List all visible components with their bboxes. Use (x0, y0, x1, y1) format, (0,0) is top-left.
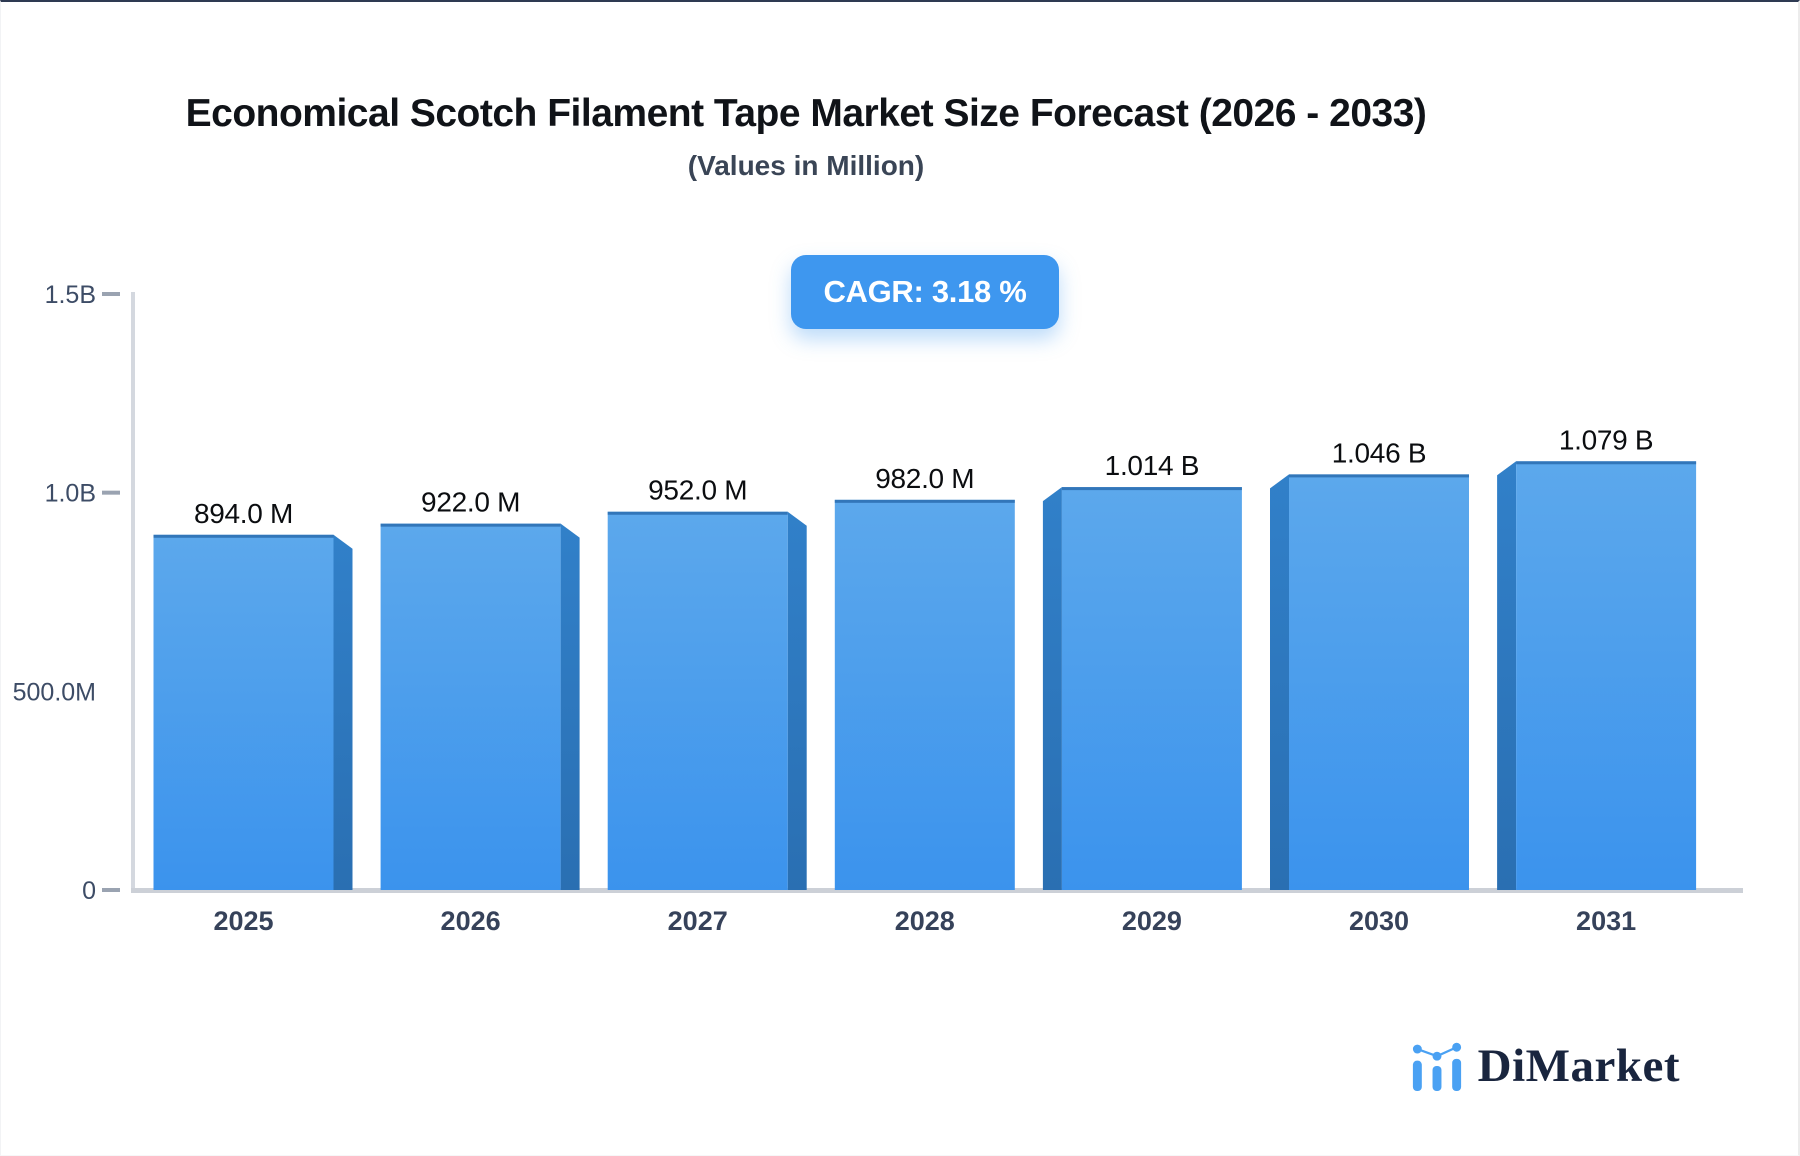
x-axis-label: 2029 (1122, 906, 1182, 936)
brand-name: DiMarket (1477, 1040, 1680, 1092)
bar-value-label: 952.0 M (648, 475, 747, 506)
cagr-badge-label: CAGR: 3.18 % (823, 274, 1027, 309)
brand-logo: DiMarket (1410, 1039, 1680, 1093)
brand-chart-icon (1412, 1042, 1461, 1091)
y-axis-tick-mark (102, 888, 120, 892)
x-axis-baseline (131, 888, 1743, 893)
bar-2026 (380, 523, 561, 890)
bar-value-label: 894.0 M (194, 498, 293, 529)
bar-value-label: 1.046 B (1332, 437, 1426, 468)
y-axis-tick-label: 0 (82, 877, 96, 905)
bar-top-edge (607, 511, 788, 515)
y-axis-tick-label: 1.5B (45, 281, 96, 309)
bar-top-edge (1289, 474, 1469, 478)
axis-layer: 1.5B 1.0B 500.0M 0 (13, 281, 1743, 905)
x-axis-label: 2028 (895, 906, 955, 936)
bar-group-2025: 894.0 M 2025 (153, 498, 353, 936)
chart-subtitle: (Values in Million) (687, 150, 925, 181)
bar-top-edge (834, 499, 1015, 503)
bar-value-label: 982.0 M (875, 463, 974, 494)
x-axis-label: 2030 (1349, 906, 1409, 936)
y-axis-tick-mark (102, 292, 120, 296)
x-axis-label: 2031 (1576, 906, 1636, 936)
chart-title: Economical Scotch Filament Tape Market S… (185, 92, 1427, 135)
x-axis-label: 2027 (668, 906, 728, 936)
cagr-badge: CAGR: 3.18 % (791, 255, 1059, 329)
bar-depth-face (333, 534, 353, 890)
bar-top-edge (153, 534, 334, 538)
bar-top-edge (380, 523, 561, 527)
bar-depth-face (1497, 461, 1517, 890)
bar-group-2027: 952.0 M 2027 (607, 475, 807, 936)
bar-2027 (607, 511, 788, 890)
bar-group-2026: 922.0 M 2026 (380, 487, 580, 936)
y-axis-line (131, 292, 135, 892)
bar-depth-face (787, 511, 807, 890)
bar-top-edge (1061, 487, 1242, 491)
bar-group-2029: 1.014 B 2029 (1042, 450, 1242, 936)
y-axis-tick-label: 1.0B (45, 480, 96, 508)
bar-group-2028: 982.0 M 2028 (834, 463, 1015, 936)
y-axis-tick-label: 500.0M (13, 678, 96, 706)
bar-value-label: 1.014 B (1105, 450, 1199, 481)
x-axis-label: 2026 (441, 906, 501, 936)
y-axis-tick-mark (102, 490, 120, 495)
bar-value-label: 922.0 M (421, 487, 520, 518)
bar-2028 (834, 499, 1015, 890)
bar-depth-face (560, 523, 580, 890)
bar-2031 (1516, 461, 1697, 890)
bar-depth-face (1270, 474, 1289, 890)
bars-layer: 894.0 M 2025 922.0 M 2026 952.0 M 2027 982.0 M… (153, 424, 1697, 936)
x-axis-label: 2025 (213, 906, 273, 936)
bar-group-2031: 1.079 B 2031 (1497, 424, 1697, 936)
bar-2029 (1061, 487, 1242, 890)
bar-group-2030: 1.046 B 2030 (1270, 437, 1469, 936)
title-block: Economical Scotch Filament Tape Market S… (1, 92, 1611, 182)
bar-depth-face (1042, 487, 1062, 890)
bar-2025 (153, 534, 334, 890)
bar-top-edge (1516, 461, 1697, 465)
bar-value-label: 1.079 B (1559, 424, 1653, 455)
bar-2030 (1289, 474, 1469, 890)
